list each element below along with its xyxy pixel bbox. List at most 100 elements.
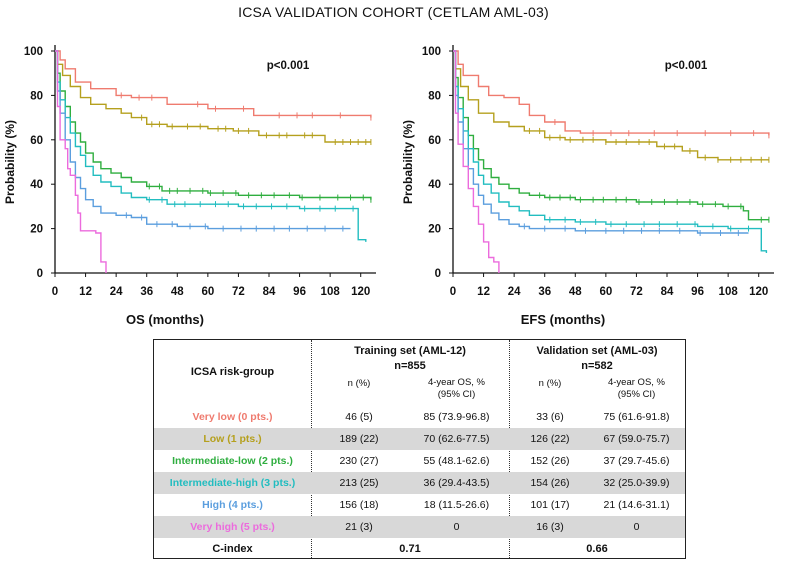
p-value-annotation: p<0.001	[267, 60, 310, 72]
y-tick-label: 0	[37, 268, 43, 280]
risk-group-table: ICSA risk-group Training set (AML-12) n=…	[153, 339, 686, 559]
training-n-cell: 156 (18)	[339, 499, 379, 511]
y-tick-label: 80	[428, 90, 441, 102]
x-tick-label: 48	[171, 286, 184, 298]
y-axis-label: Probability (%)	[3, 120, 17, 204]
series-low	[453, 50, 770, 163]
survival-curve	[453, 50, 768, 253]
validation-os-cell: 0	[633, 521, 640, 533]
validation-n-cell: 101 (17)	[530, 499, 570, 511]
survival-curve	[55, 50, 107, 273]
x-tick-label: 120	[749, 286, 768, 298]
validation-os-ci-header: (95% CI)	[617, 389, 656, 400]
efs-survival-chart: 0 12 24 36 48 60 72 84 96 108 120 0 20 40 60 80 100 Proba…	[401, 45, 774, 327]
validation-os-cell: 21 (14.6-31.1)	[603, 499, 670, 511]
x-tick-label: 72	[232, 286, 245, 298]
table-row: Intermediate-low (2 pts.) 230 (27) 55 (48.…	[154, 450, 685, 472]
y-tick-label: 40	[428, 179, 441, 191]
x-tick-label: 36	[140, 286, 153, 298]
training-n-cell: 189 (22)	[339, 433, 379, 445]
training-os-header: 4-year OS, %	[427, 377, 486, 388]
y-tick-label: 20	[30, 224, 43, 236]
survival-curve	[453, 50, 500, 273]
x-tick-label: 96	[293, 286, 306, 298]
y-tick-label: 40	[30, 179, 43, 191]
y-tick-label: 80	[30, 90, 43, 102]
training-n-header: n (%)	[347, 378, 371, 389]
table-row: Very high (5 pts.) 21 (3) 0 16 (3) 0	[154, 516, 685, 538]
x-tick-label: 24	[110, 286, 123, 298]
cindex-validation: 0.66	[586, 543, 608, 555]
validation-os-cell: 67 (59.0-75.7)	[603, 433, 670, 445]
survival-curve	[453, 50, 749, 234]
risk-group-label: Low (1 pts.)	[203, 433, 262, 445]
series-very-high	[453, 50, 500, 273]
table-row: High (4 pts.) 156 (18) 18 (11.5-26.6) 101 (…	[154, 494, 685, 516]
x-tick-label: 0	[52, 286, 58, 298]
risk-group-label: High (4 pts.)	[202, 499, 263, 511]
series-high	[453, 50, 749, 237]
training-n-cell: 21 (3)	[345, 521, 373, 533]
x-tick-label: 36	[538, 286, 551, 298]
survival-curve	[55, 50, 351, 230]
training-set-title: Training set (AML-12)	[354, 345, 466, 357]
validation-os-cell: 75 (61.6-91.8)	[603, 411, 670, 423]
series-very-low	[453, 50, 770, 139]
series-intermediate-high	[453, 50, 768, 253]
y-axis-label: Probability (%)	[401, 120, 415, 204]
os-survival-chart: 0 12 24 36 48 60 72 84 96 108 120 0 20 40 60 80 100 Proba…	[3, 45, 376, 327]
validation-n-cell: 126 (22)	[530, 433, 570, 445]
validation-n-cell: 16 (3)	[536, 521, 564, 533]
validation-os-header: 4-year OS, %	[607, 377, 666, 388]
validation-n-cell: 33 (6)	[536, 411, 564, 423]
risk-group-label: Very low (0 pts.)	[192, 411, 273, 423]
table-row: Very low (0 pts.) 46 (5) 85 (73.9-96.8) 33 …	[154, 406, 685, 428]
training-n-cell: 213 (25)	[339, 477, 379, 489]
series-high	[55, 50, 351, 232]
y-tick-label: 60	[428, 135, 441, 147]
validation-n-header: n (%)	[538, 378, 562, 389]
x-tick-label: 108	[719, 286, 739, 298]
table-row: Low (1 pts.) 189 (22) 70 (62.6-77.5) 126 (2…	[154, 428, 685, 450]
p-value-annotation: p<0.001	[665, 60, 708, 72]
survival-curve	[55, 50, 367, 242]
training-os-ci-header: (95% CI)	[437, 389, 476, 400]
y-tick-label: 100	[24, 46, 43, 58]
x-tick-label: 108	[321, 286, 341, 298]
x-tick-label: 120	[351, 286, 370, 298]
survival-curve	[453, 50, 770, 136]
x-tick-label: 60	[599, 286, 612, 298]
x-tick-label: 24	[508, 286, 521, 298]
training-os-cell: 18 (11.5-26.6)	[423, 499, 490, 511]
table-header: ICSA risk-group Training set (AML-12) n=…	[154, 340, 685, 406]
figure-title: ICSA VALIDATION COHORT (CETLAM AML-03)	[238, 4, 549, 20]
training-set-n: n=855	[394, 360, 426, 372]
y-tick-label: 0	[435, 268, 441, 280]
risk-group-header: ICSA risk-group	[190, 366, 275, 378]
series-intermediate-low	[55, 50, 372, 203]
training-os-cell: 55 (48.1-62.6)	[423, 455, 490, 467]
cindex-label: C-index	[212, 543, 253, 555]
training-os-cell: 70 (62.6-77.5)	[423, 433, 490, 445]
survival-curve	[55, 50, 371, 143]
x-tick-label: 84	[661, 286, 674, 298]
survival-curve	[55, 50, 372, 200]
y-tick-label: 100	[422, 46, 441, 58]
validation-os-cell: 32 (25.0-39.9)	[603, 477, 670, 489]
x-axis-label: EFS (months)	[521, 312, 606, 327]
training-n-cell: 230 (27)	[339, 455, 379, 467]
x-tick-label: 48	[569, 286, 582, 298]
x-tick-label: 96	[691, 286, 704, 298]
y-tick-label: 60	[30, 135, 43, 147]
training-os-cell: 85 (73.9-96.8)	[423, 411, 490, 423]
risk-group-label: Intermediate-low (2 pts.)	[172, 455, 293, 467]
risk-group-label: Intermediate-high (3 pts.)	[169, 477, 296, 489]
table-row: Intermediate-high (3 pts.) 213 (25) 36 (29…	[154, 472, 685, 494]
training-os-cell: 0	[453, 521, 460, 533]
series-low	[55, 50, 372, 146]
x-tick-label: 12	[477, 286, 490, 298]
survival-curve	[55, 50, 372, 118]
validation-n-cell: 154 (26)	[530, 477, 570, 489]
x-tick-label: 84	[263, 286, 276, 298]
x-tick-label: 12	[79, 286, 92, 298]
